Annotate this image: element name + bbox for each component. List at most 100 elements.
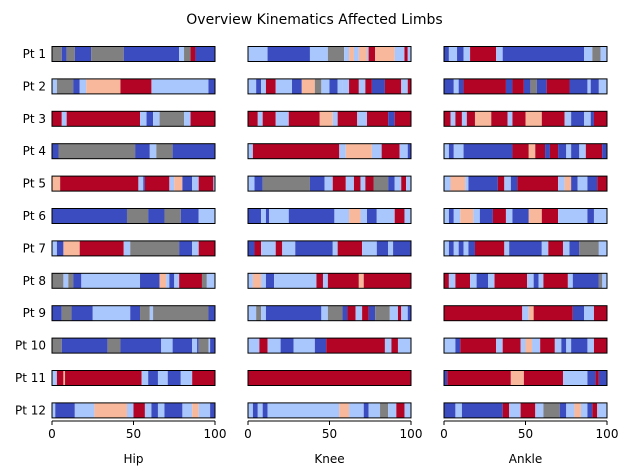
bar-segment <box>358 46 367 62</box>
bar-outline <box>443 370 608 386</box>
bar-segment <box>140 305 150 321</box>
bar-segment <box>248 402 253 418</box>
bar-segment <box>66 46 75 62</box>
bar-segment <box>463 46 471 62</box>
bar-segment <box>210 402 215 418</box>
bar-segment <box>572 305 585 321</box>
bar-segment <box>329 78 338 94</box>
bar-segment <box>375 46 395 62</box>
bar-segment <box>571 176 578 192</box>
bar-segment <box>562 240 570 256</box>
bar-segment <box>444 143 449 159</box>
bar-segment <box>275 240 283 256</box>
bar-segment <box>525 111 542 127</box>
bar-segment <box>517 176 559 192</box>
bar-row <box>247 337 412 354</box>
bar-segment <box>444 240 449 256</box>
bar-segment <box>61 46 67 62</box>
bar-segment <box>345 176 354 192</box>
bar-segment <box>558 208 588 224</box>
bar-segment <box>275 111 289 127</box>
bar-segment <box>363 402 369 418</box>
row-label: Pt 11 <box>15 371 46 385</box>
bar-segment <box>267 402 340 418</box>
bar-segment <box>130 305 141 321</box>
bar-segment <box>527 273 534 289</box>
bar-outline <box>51 337 216 354</box>
bar-segment <box>587 370 596 386</box>
bar-segment <box>522 305 529 321</box>
bar-segment <box>376 240 389 256</box>
bar-segment <box>256 305 262 321</box>
bar-row <box>443 240 608 257</box>
bar-segment <box>463 143 513 159</box>
bar-segment <box>190 111 215 127</box>
bar-segment <box>262 111 276 127</box>
bar-segment <box>357 111 367 127</box>
bar-outline <box>51 110 216 127</box>
bar-segment <box>107 338 121 354</box>
bar-segment <box>198 402 211 418</box>
x-tick-label: 0 <box>48 427 56 441</box>
bar-segment <box>347 305 356 321</box>
bar-segment <box>523 78 531 94</box>
bar-segment <box>407 305 411 321</box>
x-tick-label: 100 <box>204 427 227 441</box>
bar-segment <box>375 305 390 321</box>
bar-segment <box>509 240 542 256</box>
bar-segment <box>510 176 518 192</box>
row-label: Pt 8 <box>23 274 46 288</box>
bar-segment <box>358 273 364 289</box>
bar-segment <box>140 273 160 289</box>
bar-segment <box>532 338 541 354</box>
bar-segment <box>144 176 170 192</box>
bar-segment <box>404 46 408 62</box>
bar-segment <box>257 111 263 127</box>
bar-segment <box>309 176 325 192</box>
bar-segment <box>512 78 524 94</box>
bar-segment <box>52 370 57 386</box>
bar-segment <box>327 46 345 62</box>
bar-segment <box>561 338 567 354</box>
bar-segment <box>180 208 199 224</box>
bar-segment <box>261 208 266 224</box>
bar-segment <box>505 208 513 224</box>
bar-segment <box>208 78 215 94</box>
bar-segment <box>407 46 411 62</box>
bar-row <box>51 143 216 160</box>
bar-segment <box>447 370 511 386</box>
bar-segment <box>201 273 207 289</box>
bar-segment <box>371 78 385 94</box>
bar-segment <box>143 176 145 192</box>
bar-row <box>247 143 412 160</box>
bar-segment <box>267 46 310 62</box>
bar-segment <box>280 338 294 354</box>
bar-segment <box>149 143 157 159</box>
bar-segment <box>566 143 572 159</box>
bar-segment <box>444 176 451 192</box>
bar-segment <box>474 240 505 256</box>
bar-segment <box>507 111 513 127</box>
bar-segment <box>172 338 193 354</box>
bar-outline <box>443 46 608 62</box>
bar-segment <box>502 402 510 418</box>
bar-segment <box>444 46 449 62</box>
bar-segment <box>535 143 546 159</box>
bar-segment <box>265 78 276 94</box>
bar-segment <box>172 143 215 159</box>
bar-segment <box>397 305 402 321</box>
bar-segment <box>248 273 253 289</box>
chart-title: Overview Kinematics Affected Limbs <box>186 12 442 28</box>
bar-segment <box>371 143 382 159</box>
bar-segment <box>394 208 405 224</box>
bar-segment <box>248 338 260 354</box>
bar-segment <box>564 176 572 192</box>
x-axis-label: Ankle <box>509 452 542 466</box>
bar-segment <box>455 338 461 354</box>
bar-segment <box>138 176 144 192</box>
bar-segment <box>61 111 67 127</box>
bar-segment <box>288 208 335 224</box>
bar-segment <box>444 305 523 321</box>
bar-segment <box>301 78 315 94</box>
